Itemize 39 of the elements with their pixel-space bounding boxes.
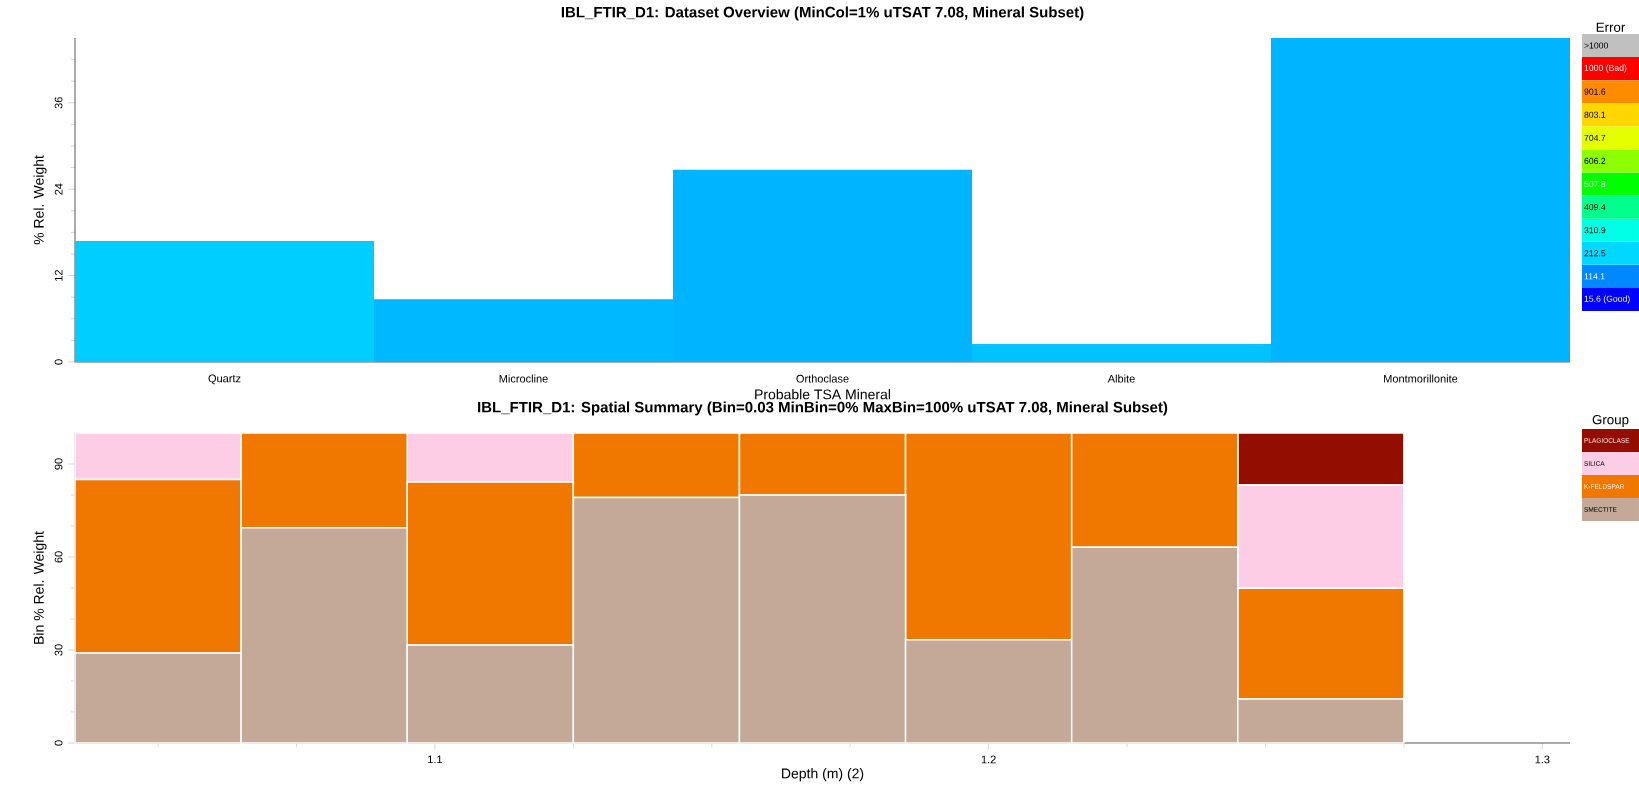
color-bar-label: 901.6 [1584, 88, 1606, 95]
y-axis-title: % Rel. Weight [33, 155, 47, 245]
color-bar-title: Error [1596, 22, 1626, 32]
color-bar-label: 409.4 [1584, 204, 1606, 211]
color-bar-label: >1000 [1584, 42, 1609, 49]
bar [75, 241, 375, 362]
color-bar-label: 507.8 [1584, 180, 1606, 188]
x-axis-title: Depth (m) (2) [782, 768, 864, 782]
y-tick-label: 0 [54, 359, 63, 365]
x-tick-label: Montmorillonite [1384, 374, 1458, 383]
color-bar-label: 212.5 [1584, 250, 1606, 257]
color-bar-label: 310.9 [1584, 227, 1606, 234]
color-bar-label: 803.1 [1584, 111, 1606, 118]
bar [1271, 37, 1570, 362]
x-tick-label: 1.3 [1535, 755, 1550, 764]
y-axis-title: Bin % Rel. Weight [33, 531, 47, 644]
chart-title: IBL_FTIR_D1: Dataset Overview (MinCol=1% uTSAT 7.08, Mineral Subset) [561, 6, 1084, 21]
color-bar-label: 704.7 [1584, 134, 1606, 141]
legend-title: Group [1592, 414, 1629, 427]
y-tick-label: 0 [54, 740, 63, 746]
y-tick-label: 90 [54, 458, 63, 470]
x-tick-label: Orthoclase [796, 374, 849, 383]
color-bar-label: 1000 (Bad) [1584, 64, 1627, 73]
color-bar-label: 114.1 [1584, 273, 1605, 280]
bar [972, 343, 1271, 362]
y-tick-label: 24 [54, 183, 63, 195]
x-axis-title: Probable TSA Mineral [755, 389, 891, 400]
y-tick-label: 60 [54, 551, 63, 563]
x-tick-label: Microcline [499, 374, 548, 383]
y-tick-label: 30 [54, 644, 63, 656]
x-tick-label: Albite [1107, 374, 1135, 383]
x-tick-label: 1.1 [428, 755, 443, 764]
x-tick-label: 1.2 [981, 755, 996, 764]
y-tick-label: 36 [54, 97, 63, 109]
color-bar-label: 606.2 [1584, 157, 1606, 165]
x-tick-label: Quartz [208, 374, 241, 385]
chart-title: IBL_FTIR_D1: Spatial Summary (Bin=0.03 MinBin=0% MaxBin=100% uTSAT 7.08, Mineral Subset) [478, 401, 1168, 416]
color-bar-label: 15.6 (Good) [1584, 295, 1630, 304]
y-tick-label: 12 [54, 270, 63, 281]
